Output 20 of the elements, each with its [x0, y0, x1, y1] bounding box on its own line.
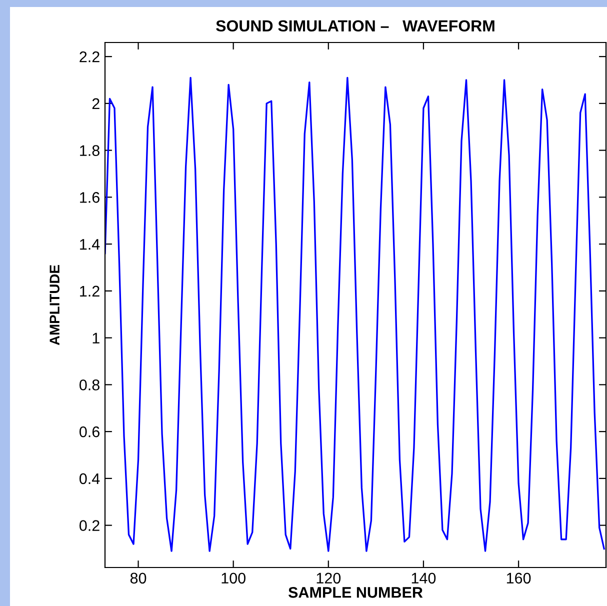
y-tick-label: 1.2 — [80, 286, 100, 296]
y-tick-label: 1.8 — [80, 145, 100, 156]
chart-title: SOUND SIMULATION – WAVEFORM — [216, 20, 494, 32]
x-tick-label: 80 — [130, 572, 146, 584]
y-tick-label: 2.2 — [80, 51, 100, 62]
x-tick-label: 160 — [506, 572, 531, 584]
y-tick-label: 2 — [92, 98, 100, 109]
x-tick-label: 140 — [412, 572, 436, 584]
y-axis-title: AMPLITUDE — [50, 265, 60, 346]
y-tick-label: 0.8 — [80, 380, 100, 390]
y-tick-label: 0.6 — [80, 426, 100, 438]
x-tick-label: 120 — [316, 572, 341, 584]
y-tick-label: 1.4 — [80, 239, 100, 250]
y-tick-label: 1.6 — [80, 192, 100, 203]
y-tick-label: 0.4 — [80, 473, 100, 484]
y-tick-label: 0.2 — [80, 520, 100, 531]
line-series — [105, 76, 605, 552]
x-axis-title: SAMPLE NUMBER — [288, 587, 423, 598]
y-tick-label: 1 — [92, 332, 100, 344]
x-tick-label: 100 — [222, 572, 246, 584]
